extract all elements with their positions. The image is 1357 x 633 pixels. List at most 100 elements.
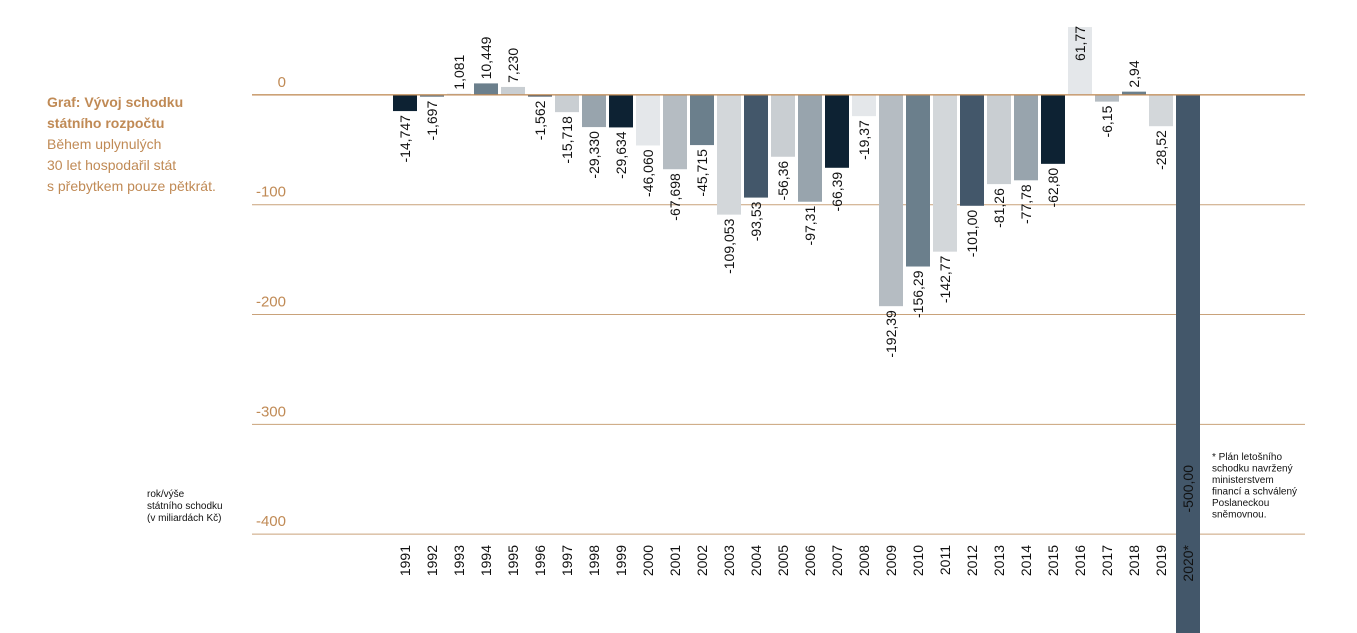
x-tick-label: 1997	[559, 545, 575, 576]
bar	[1122, 91, 1146, 95]
x-tick-label: 2004	[748, 545, 764, 576]
y-tick-label: -400	[256, 513, 286, 530]
x-tick-label: 2001	[667, 545, 683, 576]
value-label: 7,230	[505, 48, 521, 83]
bar	[420, 94, 444, 97]
bar	[744, 94, 768, 198]
value-label: -29,634	[613, 131, 629, 179]
x-tick-label: 2018	[1126, 545, 1142, 576]
x-tick-label: 1991	[397, 545, 413, 576]
bar	[474, 83, 498, 95]
value-label: -14,747	[397, 115, 413, 163]
value-label: -500,00	[1180, 465, 1196, 513]
x-tick-label: 2008	[856, 545, 872, 576]
x-tick-label: 2010	[910, 545, 926, 576]
value-label: -1,697	[424, 101, 440, 141]
x-tick-label: 2005	[775, 545, 791, 576]
x-tick-label: 2019	[1153, 545, 1169, 576]
value-label: -192,39	[883, 310, 899, 358]
bar	[609, 94, 633, 128]
bar	[663, 94, 687, 170]
bar	[555, 94, 579, 113]
value-label: -6,15	[1099, 105, 1115, 137]
x-tick-label: 2003	[721, 545, 737, 576]
chart-subtitle: s přebytkem pouze pětkrát.	[47, 178, 216, 194]
annotation: financí a schválený	[1212, 487, 1297, 498]
value-label: -81,26	[991, 188, 1007, 228]
bar	[636, 94, 660, 146]
value-label: -142,77	[937, 255, 953, 303]
bar	[1149, 94, 1173, 127]
value-label: -46,060	[640, 149, 656, 197]
x-tick-label: 1994	[478, 545, 494, 576]
x-tick-label: 2013	[991, 545, 1007, 576]
bar	[879, 94, 903, 307]
y-axis-label: (v miliardách Kč)	[147, 513, 221, 524]
x-tick-label: 2000	[640, 545, 656, 576]
value-label: -19,37	[856, 120, 872, 160]
bar	[1014, 94, 1038, 181]
bar	[798, 94, 822, 202]
bar	[771, 94, 795, 157]
value-label: -93,53	[748, 201, 764, 241]
bar	[960, 94, 984, 206]
chart-title: Graf: Vývoj schodku	[47, 94, 183, 110]
chart-title: státního rozpočtu	[47, 115, 164, 131]
value-label: -28,52	[1153, 130, 1169, 170]
x-tick-label: 1996	[532, 545, 548, 576]
annotation: ministerstvem	[1212, 475, 1274, 486]
value-label: 10,449	[478, 36, 494, 79]
value-label: -101,00	[964, 210, 980, 258]
x-tick-label: 2014	[1018, 545, 1034, 576]
x-tick-label: 2002	[694, 545, 710, 576]
value-label: -45,715	[694, 149, 710, 197]
bar	[393, 94, 417, 112]
annotation: sněmovnou.	[1212, 510, 1266, 521]
value-label: -66,39	[829, 172, 845, 212]
y-tick-label: -300	[256, 403, 286, 420]
value-label: 1,081	[451, 54, 467, 89]
value-label: 2,94	[1126, 60, 1142, 87]
annotation: * Plán letošního	[1212, 452, 1282, 463]
x-tick-label: 2012	[964, 545, 980, 576]
value-label: -56,36	[775, 161, 791, 201]
x-tick-label: 1998	[586, 545, 602, 576]
annotation: schodku navržený	[1212, 464, 1293, 475]
x-tick-label: 1993	[451, 545, 467, 576]
x-tick-label: 2016	[1072, 545, 1088, 576]
annotation: Poslaneckou	[1212, 498, 1269, 509]
bar	[933, 94, 957, 252]
value-label: -29,330	[586, 131, 602, 179]
bar	[1068, 27, 1092, 95]
x-tick-label: 1995	[505, 545, 521, 576]
value-label: 61,77	[1072, 26, 1088, 61]
x-tick-label: 2017	[1099, 545, 1115, 576]
value-label: -62,80	[1045, 168, 1061, 208]
value-label: -15,718	[559, 116, 575, 164]
x-tick-label: 2007	[829, 545, 845, 576]
bar	[528, 94, 552, 97]
bar	[501, 86, 525, 95]
bar	[582, 94, 606, 128]
bar	[1041, 94, 1065, 164]
y-axis-label: státního schodku	[147, 501, 223, 512]
bar	[906, 94, 930, 267]
x-tick-label: 2006	[802, 545, 818, 576]
value-label: -109,053	[721, 218, 737, 273]
x-tick-label: 2020*	[1180, 544, 1196, 581]
chart-subtitle: Během uplynulých	[47, 136, 161, 152]
bar	[987, 94, 1011, 185]
value-label: -1,562	[532, 100, 548, 140]
x-tick-label: 2009	[883, 545, 899, 576]
y-tick-label: -100	[256, 184, 286, 201]
value-label: -156,29	[910, 270, 926, 318]
value-label: -77,78	[1018, 184, 1034, 224]
bar	[852, 94, 876, 117]
value-label: -67,698	[667, 173, 683, 221]
x-tick-label: 2015	[1045, 545, 1061, 576]
bar	[717, 94, 741, 215]
y-tick-label: -200	[256, 294, 286, 311]
bar	[1176, 94, 1200, 633]
y-tick-label: 0	[278, 74, 286, 91]
